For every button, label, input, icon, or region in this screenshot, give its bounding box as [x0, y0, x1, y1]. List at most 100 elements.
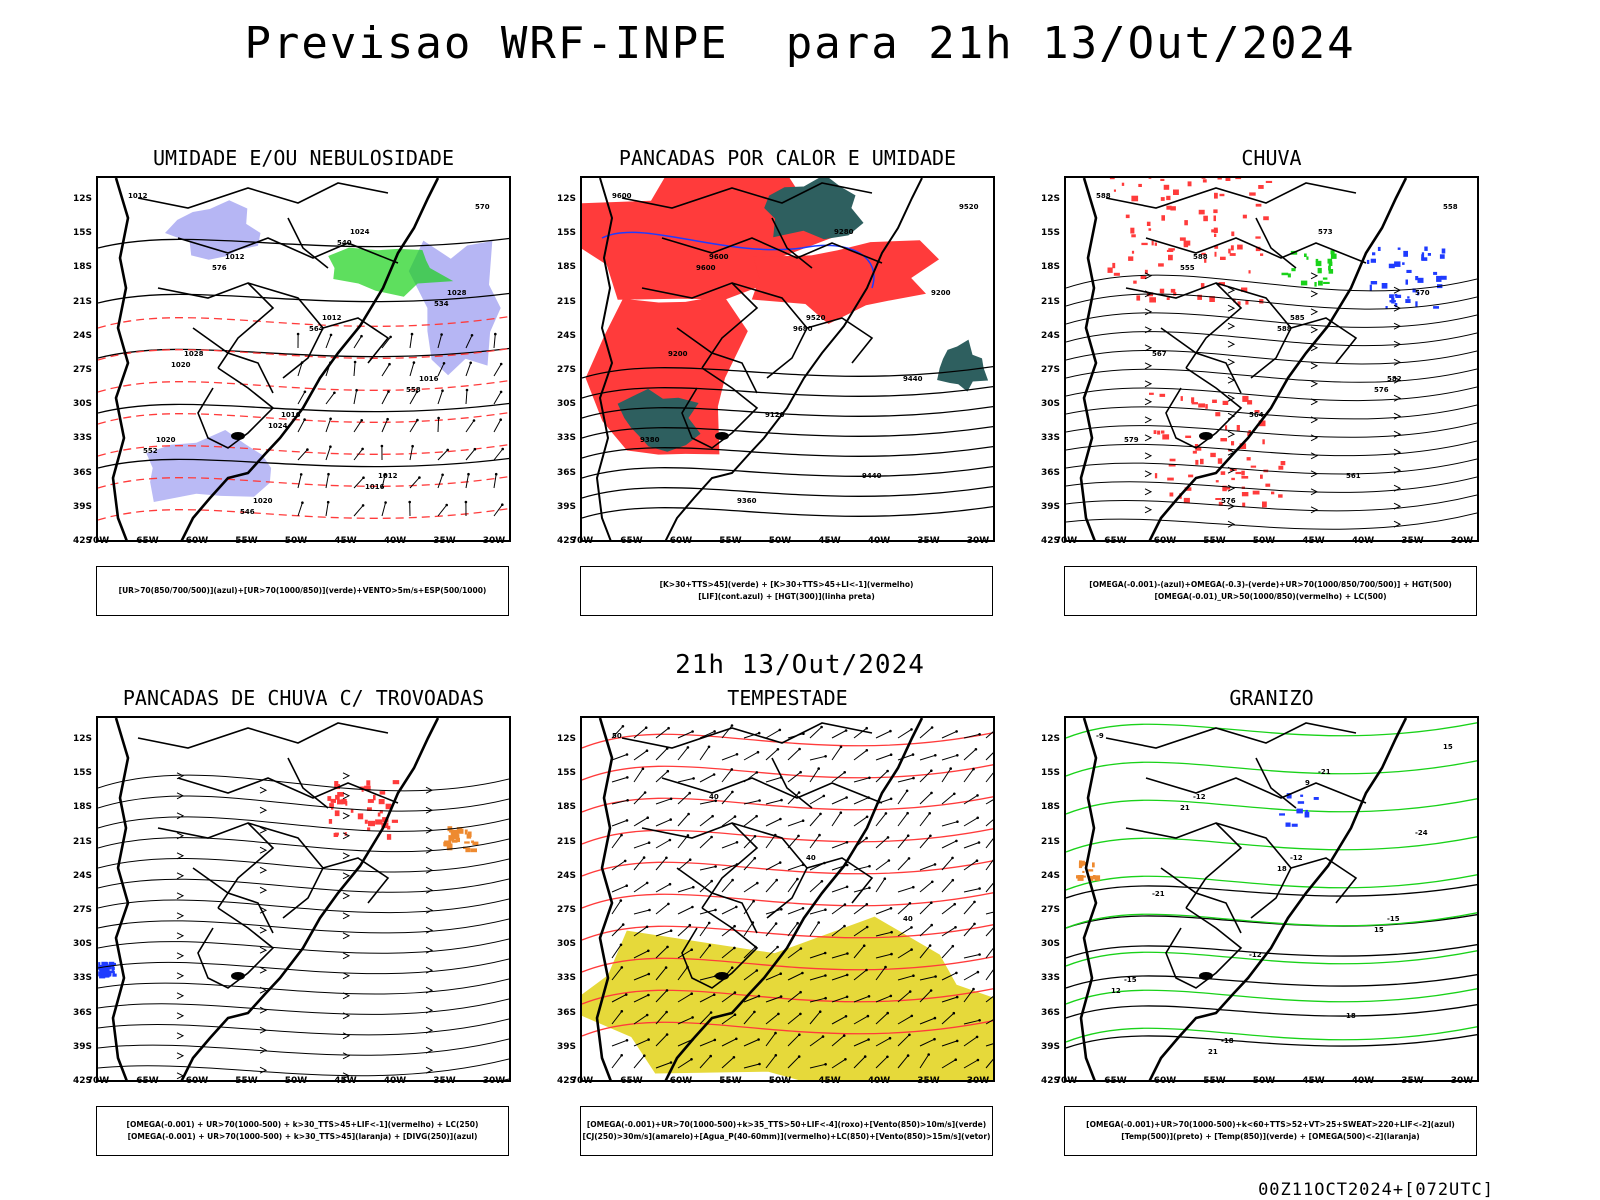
- storm-area-orange: [464, 841, 470, 844]
- wind-vector: [721, 790, 734, 805]
- latitude-label: 36S: [72, 1007, 92, 1018]
- hail-area-blue: [1279, 813, 1285, 816]
- hail-area-blue: [1291, 823, 1298, 827]
- wind-vector: [380, 444, 384, 461]
- wind-vector: [677, 992, 693, 1003]
- rain-area-red: [1219, 193, 1225, 197]
- hail-area-blue: [1313, 797, 1319, 800]
- contour-label: -9: [1096, 732, 1104, 740]
- rain-area-green: [1330, 250, 1335, 255]
- wind-vector: [941, 878, 955, 893]
- latitude-label: 21S: [556, 836, 576, 847]
- storm-area-red: [392, 780, 400, 785]
- wind-vector: [743, 1010, 756, 1025]
- streamline-arrowhead: [425, 926, 434, 934]
- storm-area-orange: [444, 840, 452, 847]
- wind-vector: [897, 926, 913, 937]
- precipitable-water-contour: [582, 860, 993, 877]
- wind-vector: [765, 908, 783, 915]
- contour-label: 570: [1415, 289, 1430, 297]
- wind-vector: [633, 767, 645, 783]
- rain-area-red: [1136, 295, 1141, 301]
- streamline-arrowhead: [1310, 452, 1319, 460]
- rain-area-red: [1220, 471, 1226, 475]
- rain-area-red: [1203, 215, 1208, 222]
- wind-vector: [655, 856, 668, 871]
- contour-label: 1012: [128, 192, 148, 200]
- wind-vector: [919, 754, 937, 761]
- wind-vector: [353, 388, 358, 405]
- wind-vector: [677, 885, 695, 893]
- wind-vector: [919, 791, 933, 805]
- storm-area-red: [379, 810, 383, 814]
- streamline-arrowhead: [176, 812, 185, 820]
- map-canvas: 588 588 585 582 579 576 573 570 567 564 561 558 555 5…: [1066, 178, 1477, 540]
- wind-vector: [831, 903, 847, 915]
- streamline-arrowhead: [1227, 484, 1236, 492]
- temperature-850-contour: [1066, 1026, 1477, 1043]
- rain-area-red: [1215, 498, 1222, 500]
- streamline-arrowhead: [425, 1026, 434, 1034]
- rain-area-red: [1180, 396, 1183, 401]
- wind-vector: [985, 911, 993, 915]
- storm-area-red: [333, 832, 339, 837]
- legend-line: [LIF](cont.azul) + [HGT(300)](linha pret…: [698, 592, 875, 601]
- wind-vector: [743, 881, 759, 893]
- upper-level-streamline: [98, 998, 509, 1015]
- wind-vector: [743, 969, 759, 981]
- wind-vector: [699, 1054, 712, 1069]
- divergence-area-blue: [112, 973, 117, 977]
- wind-vector: [985, 995, 993, 1003]
- wind-vector: [985, 1043, 993, 1047]
- wind-vector: [465, 334, 474, 349]
- lagoon: [715, 972, 729, 980]
- humidity-area-blue: [146, 430, 272, 502]
- wind-vector: [655, 945, 669, 959]
- upper-level-streamline: [98, 795, 509, 812]
- contour-label: 552: [143, 447, 158, 455]
- wind-vector: [437, 416, 440, 433]
- wind-vector: [853, 749, 869, 761]
- latitude-label: 24S: [72, 330, 92, 341]
- contour-label: 9600: [696, 264, 716, 272]
- rain-area-red: [1107, 267, 1113, 273]
- wind-vector: [853, 776, 871, 783]
- contour-label: 576: [1374, 386, 1389, 394]
- legend-line: [CJ(250)>30m/s](amarelo)+[Agua_P(40-60mm…: [582, 1132, 991, 1141]
- rain-area-red: [1236, 425, 1240, 431]
- state-border: [1105, 722, 1357, 749]
- contour-label: 558: [1443, 203, 1458, 211]
- legend-line: [K>30+TTS>45](verde) + [K>30+TTS>45+LI<-…: [659, 580, 914, 589]
- wind-vector: [941, 856, 954, 871]
- streamline-arrowhead: [1227, 466, 1236, 474]
- streamline-arrowhead: [176, 932, 185, 940]
- wind-vector: [297, 390, 307, 405]
- contour-label: 1028: [447, 289, 467, 297]
- divergence-area-blue: [112, 971, 115, 976]
- panel-title: TEMPESTADE: [727, 686, 848, 710]
- panel-legend: [K>30+TTS>45](verde) + [K>30+TTS>45+LI<-…: [580, 566, 993, 616]
- rain-area-red: [1280, 461, 1286, 466]
- wind-vector: [941, 1039, 959, 1047]
- divergence-area-blue: [112, 966, 115, 971]
- storm-area-orange: [449, 829, 454, 833]
- rain-area-green: [1328, 265, 1331, 271]
- main-title: Previsao WRF-INPE para 21h 13/Out/2024: [244, 18, 1356, 69]
- omega-area-orange: [1092, 875, 1096, 880]
- wind-vector: [699, 944, 712, 959]
- rain-area-red: [1220, 438, 1227, 442]
- hail-area-blue: [1296, 808, 1303, 814]
- streamline-arrowhead: [1310, 362, 1319, 370]
- storm-area-orange: [457, 828, 464, 834]
- wind-vector: [809, 974, 827, 981]
- wind-vector: [409, 476, 421, 489]
- wind-vector: [963, 767, 975, 783]
- rain-area-red: [1205, 404, 1208, 409]
- wind-vector: [787, 1033, 801, 1047]
- wind-vector: [765, 817, 782, 827]
- contour-label: 558: [406, 386, 421, 394]
- wind-vector: [699, 993, 716, 1003]
- longitude-label: 60W: [1153, 1076, 1177, 1086]
- streamline-arrowhead: [1310, 416, 1319, 424]
- rain-area-red: [1231, 441, 1235, 446]
